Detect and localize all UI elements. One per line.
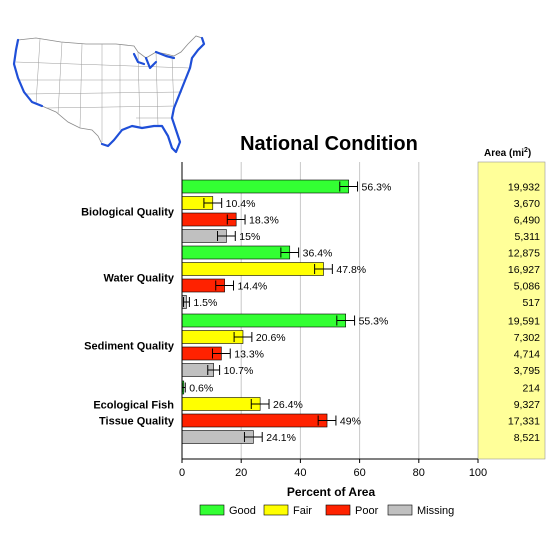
x-tick-label: 20 — [235, 467, 247, 479]
area-value: 6,490 — [514, 215, 540, 227]
x-axis-label: Percent of Area — [287, 485, 376, 499]
category-label: Ecological Fish — [93, 400, 174, 412]
bar — [181, 179, 349, 194]
data-label: 1.5% — [193, 297, 217, 309]
data-label: 15% — [239, 231, 260, 243]
category-label: Biological Quality — [81, 207, 175, 219]
area-value: 19,591 — [508, 316, 540, 328]
us-map — [12, 35, 206, 154]
state-borders — [15, 38, 191, 142]
x-tick-label: 60 — [353, 467, 365, 479]
legend-label: Missing — [417, 505, 454, 517]
x-tick-label: 80 — [413, 467, 425, 479]
category-label: Tissue Quality — [99, 416, 175, 428]
data-label: 49% — [340, 416, 361, 428]
bar — [181, 430, 254, 444]
area-value: 12,875 — [508, 248, 540, 260]
x-tick-label: 40 — [294, 467, 306, 479]
legend-label: Good — [229, 505, 256, 517]
area-value: 9,327 — [514, 399, 540, 411]
bar — [181, 413, 328, 428]
area-value: 3,795 — [514, 365, 540, 377]
area-value: 4,714 — [514, 349, 540, 361]
data-label: 24.1% — [266, 432, 296, 444]
area-value: 517 — [522, 297, 540, 309]
legend: Good Fair Poor Missing — [199, 504, 454, 517]
category-label: Water Quality — [104, 273, 175, 285]
category-label: Sediment Quality — [84, 341, 175, 353]
area-value: 19,932 — [508, 182, 540, 194]
legend-label: Poor — [355, 505, 379, 517]
data-label: 14.4% — [238, 281, 268, 293]
data-label: 55.3% — [359, 316, 389, 328]
legend-swatch — [325, 504, 351, 516]
data-label: 47.8% — [336, 264, 366, 276]
coastline — [12, 36, 206, 154]
data-label: 18.3% — [249, 215, 279, 227]
legend-swatch — [199, 504, 225, 516]
legend-swatch — [263, 504, 289, 516]
area-value: 214 — [522, 383, 540, 395]
data-label: 36.4% — [303, 248, 333, 260]
area-value: 17,331 — [508, 416, 540, 428]
area-column-background — [477, 161, 546, 460]
bar — [181, 313, 346, 328]
data-label: 13.3% — [234, 349, 264, 361]
bar — [181, 397, 261, 411]
data-label: 10.4% — [226, 198, 256, 210]
x-tick-label: 100 — [469, 467, 487, 479]
bars: Biological Quality 56.3% 19,932 10.4% 3,670 1… — [81, 179, 541, 444]
area-column-title: Area (mi2) — [484, 147, 531, 159]
grid — [240, 162, 420, 459]
legend-swatch — [387, 504, 413, 516]
x-tick-label: 0 — [179, 467, 185, 479]
axes: 0 20 40 60 80 100 — [179, 162, 487, 479]
data-label: 56.3% — [362, 182, 392, 194]
data-label: 26.4% — [273, 399, 303, 411]
area-value: 5,311 — [515, 231, 541, 243]
bar — [181, 262, 324, 276]
data-label: 0.6% — [189, 383, 213, 395]
legend-label: Fair — [293, 505, 312, 517]
data-label: 20.6% — [256, 332, 286, 344]
area-value: 16,927 — [508, 264, 540, 276]
area-value: 8,521 — [514, 432, 540, 444]
chart-title: National Condition — [240, 133, 418, 155]
area-value: 7,302 — [514, 332, 540, 344]
bar — [181, 245, 291, 260]
data-label: 10.7% — [224, 365, 254, 377]
area-value: 5,086 — [514, 281, 540, 293]
area-value: 3,670 — [514, 198, 540, 210]
